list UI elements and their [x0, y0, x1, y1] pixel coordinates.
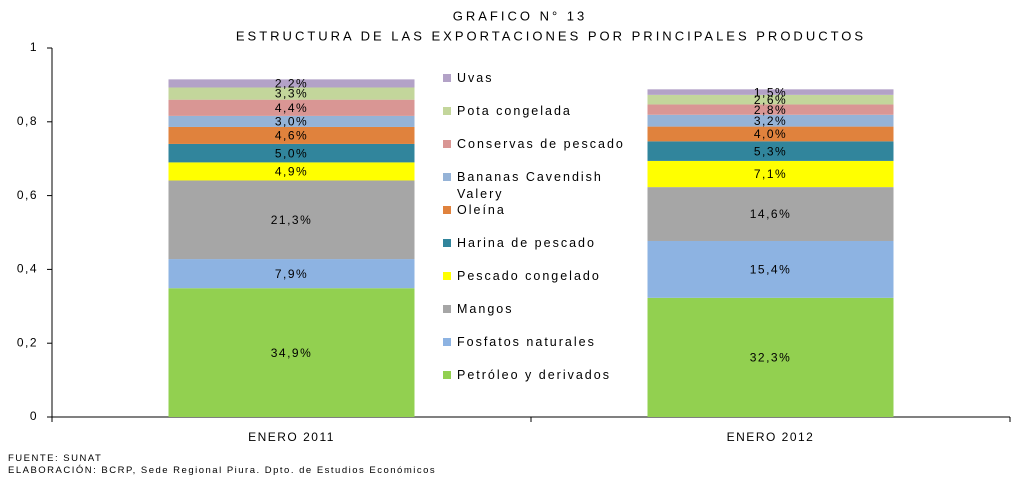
- bar-segment: [168, 143, 415, 163]
- y-tick-label: 0: [30, 409, 38, 423]
- bar-segment: [647, 160, 894, 188]
- y-tick-label: 1: [30, 40, 38, 54]
- bar-segment: [168, 180, 415, 260]
- legend-label: Fosfatos naturales: [457, 335, 596, 349]
- legend-item: Oleína: [443, 202, 643, 219]
- data-label: 2,8%: [754, 103, 787, 117]
- chart-title: GRAFICO N° 13: [453, 8, 588, 23]
- legend-swatch: [443, 371, 451, 379]
- bar-segment: [647, 104, 894, 115]
- legend-swatch: [443, 272, 451, 280]
- bar-segment: [647, 141, 894, 161]
- legend-label: Oleína: [457, 203, 506, 217]
- bar-segment: [168, 87, 415, 100]
- bar-segment: [647, 240, 894, 298]
- legend-item: Conservas de pescado: [443, 136, 643, 153]
- legend-swatch: [443, 140, 451, 148]
- legend-swatch: [443, 239, 451, 247]
- y-tick-label: 0,2: [17, 335, 38, 349]
- data-label: 4,9%: [275, 165, 308, 179]
- x-tick-label: ENERO 2011: [248, 430, 335, 444]
- legend-swatch: [443, 107, 451, 115]
- legend-label: Mangos: [457, 302, 514, 316]
- legend-item: Pota congelada: [443, 103, 643, 120]
- data-label: 15,4%: [750, 263, 792, 277]
- bar-segment: [168, 79, 415, 88]
- data-label: 32,3%: [750, 351, 792, 365]
- legend-item: Petróleo y derivados: [443, 367, 643, 384]
- data-label: 5,3%: [754, 144, 787, 158]
- legend-label: Pota congelada: [457, 104, 572, 118]
- legend-swatch: [443, 338, 451, 346]
- bar-segment: [168, 115, 415, 127]
- bar-segment: [647, 126, 894, 142]
- data-label: 5,0%: [275, 146, 308, 160]
- bar-segment: [168, 126, 415, 144]
- data-label: 2,2%: [275, 77, 308, 91]
- legend-item: Uvas: [443, 70, 643, 87]
- legend-label: Pescado congelado: [457, 269, 601, 283]
- data-label: 3,0%: [275, 115, 308, 129]
- note: FUENTE: SUNAT: [8, 453, 103, 464]
- data-label: 3,2%: [754, 114, 787, 128]
- legend-item: Harina de pescado: [443, 235, 643, 252]
- data-label: 7,1%: [754, 167, 787, 181]
- legend-item: Pescado congelado: [443, 268, 643, 285]
- data-label: 4,6%: [275, 129, 308, 143]
- data-label: 4,0%: [754, 127, 787, 141]
- bar-segment: [647, 187, 894, 241]
- legend-swatch: [443, 305, 451, 313]
- bar-segment: [168, 99, 415, 116]
- legend-label: Harina de pescado: [457, 236, 596, 250]
- y-tick-label: 0,4: [17, 262, 38, 276]
- data-label: 21,3%: [271, 213, 313, 227]
- legend-label: Uvas: [457, 71, 494, 85]
- x-tick-label: ENERO 2012: [727, 430, 815, 444]
- legend-item: Fosfatos naturales: [443, 334, 643, 351]
- bar-segment: [647, 114, 894, 127]
- legend-swatch: [443, 206, 451, 214]
- bar-segment: [168, 288, 415, 417]
- y-tick-label: 0,6: [17, 188, 38, 202]
- legend-item: Bananas Cavendish Valery: [443, 169, 643, 203]
- bar-segment: [647, 89, 894, 95]
- data-label: 34,9%: [271, 346, 313, 360]
- data-label: 3,3%: [275, 87, 308, 101]
- bar-segment: [647, 94, 894, 105]
- bar-segment: [647, 297, 894, 417]
- y-tick-label: 0,8: [17, 114, 38, 128]
- bar-segment: [168, 162, 415, 181]
- legend-label: Petróleo y derivados: [457, 368, 611, 382]
- legend-swatch: [443, 173, 451, 181]
- legend-swatch: [443, 74, 451, 82]
- data-label: 4,4%: [275, 101, 308, 115]
- legend-label: Conservas de pescado: [457, 137, 625, 151]
- bar-segment: [168, 259, 415, 289]
- data-label: 1,5%: [754, 85, 787, 99]
- data-label: 14,6%: [750, 207, 792, 221]
- note: ELABORACIÓN: BCRP, Sede Regional Piura. …: [8, 465, 437, 476]
- chart-subtitle: ESTRUCTURA DE LAS EXPORTACIONES POR PRIN…: [236, 28, 866, 43]
- data-label: 7,9%: [275, 267, 308, 281]
- legend-item: Mangos: [443, 301, 643, 318]
- legend-label: Bananas Cavendish Valery: [457, 170, 603, 201]
- data-label: 2,6%: [754, 93, 787, 107]
